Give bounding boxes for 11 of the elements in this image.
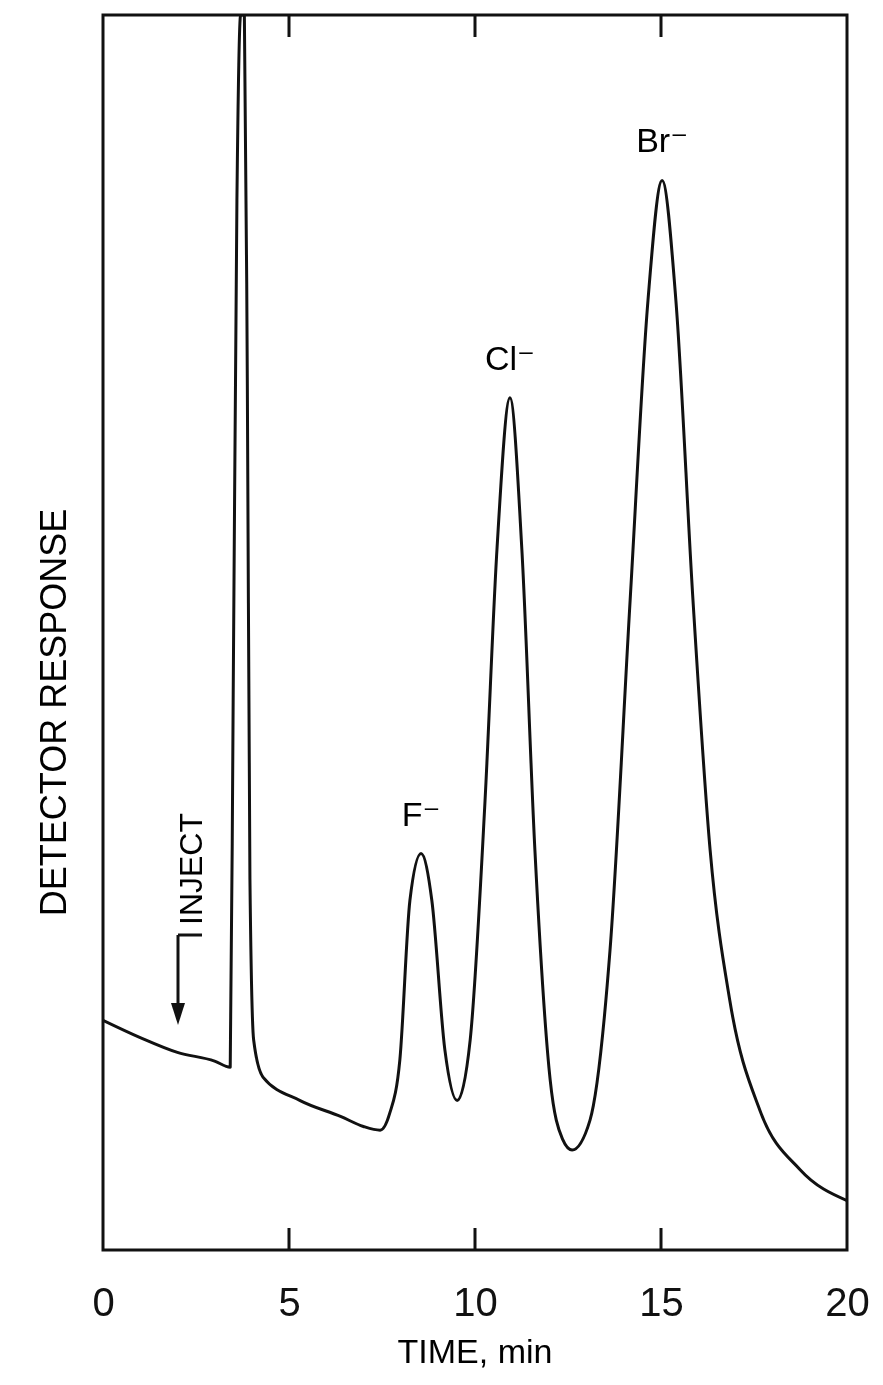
x-tick-label: 10 [453,1280,498,1325]
annotation: Br⁻ [636,121,689,160]
annotation: Cl⁻ [484,338,535,377]
x-tick-label: 15 [639,1280,684,1325]
annotation: INJECT [173,813,209,925]
x-tick-label: 20 [825,1280,870,1325]
x-tick-label: 0 [92,1280,115,1325]
x-tick-label: 5 [278,1280,301,1325]
x-axis-title: TIME, min [397,1332,553,1370]
annotation: F⁻ [401,794,441,833]
y-axis-title: DETECTOR RESPONSE [33,508,74,917]
